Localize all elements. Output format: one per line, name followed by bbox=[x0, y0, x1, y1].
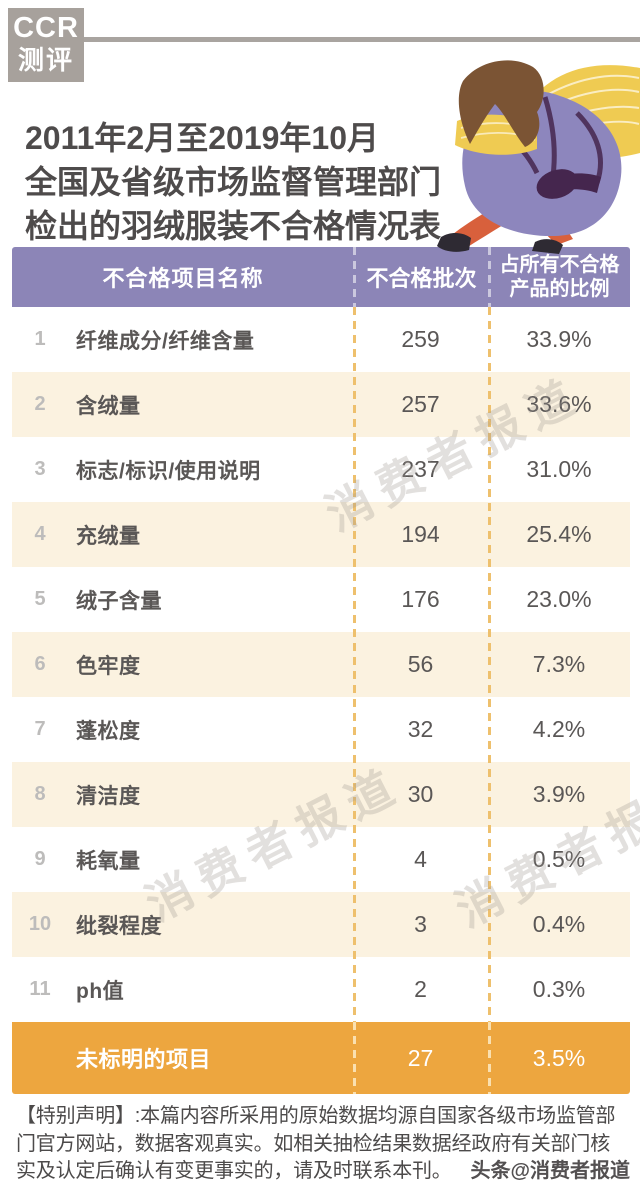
row-number: 4 bbox=[34, 523, 46, 545]
row-name: 蓬松度 bbox=[76, 719, 141, 743]
header-defect-item: 不合格项目名称 bbox=[102, 266, 264, 291]
row-batches: 237 bbox=[401, 456, 440, 482]
row-batches: 2 bbox=[414, 976, 427, 1002]
total-row-percent: 3.5% bbox=[532, 1044, 586, 1071]
row-percent: 0.4% bbox=[532, 911, 586, 937]
row-name: 耗氧量 bbox=[76, 849, 141, 873]
total-row-batches: 27 bbox=[407, 1044, 434, 1071]
ccr-logo-subtext: 测评 bbox=[17, 45, 74, 75]
title-line-1: 2011年2月至2019年10月 bbox=[25, 120, 380, 156]
row-name: 充绒量 bbox=[76, 524, 141, 548]
row-batches: 30 bbox=[407, 781, 434, 807]
row-percent: 3.9% bbox=[532, 781, 586, 807]
row-batches: 56 bbox=[407, 651, 434, 677]
defect-table: 不合格项目名称 不合格批次 占所有不合格 产品的比例 1 纤维成分/纤维含量 2… bbox=[12, 247, 630, 1094]
header-rule bbox=[84, 37, 640, 42]
total-row-label: 未标明的项目 bbox=[76, 1047, 212, 1072]
table-total-row: 未标明的项目 27 3.5% bbox=[12, 1022, 630, 1094]
table-row: 4 充绒量 194 25.4% bbox=[12, 502, 630, 567]
row-name: 纤维成分/纤维含量 bbox=[76, 329, 255, 353]
disclaimer-line-3: 实及认定后确认有变更事实的，请及时联系本刊。 bbox=[16, 1160, 452, 1182]
table-row: 8 清洁度 30 3.9% bbox=[12, 762, 630, 827]
page-title: 2011年2月至2019年10月 全国及省级市场监督管理部门 检出的羽绒服装不合… bbox=[25, 116, 441, 248]
row-batches: 194 bbox=[401, 521, 440, 547]
table-row: 1 纤维成分/纤维含量 259 33.9% bbox=[12, 307, 630, 372]
row-percent: 7.3% bbox=[532, 651, 586, 677]
table-row: 6 色牢度 56 7.3% bbox=[12, 632, 630, 697]
table-header-row: 不合格项目名称 不合格批次 占所有不合格 产品的比例 bbox=[12, 247, 630, 307]
row-percent: 31.0% bbox=[526, 456, 592, 482]
row-number: 9 bbox=[34, 848, 46, 870]
row-name: ph值 bbox=[76, 979, 125, 1003]
table-row: 2 含绒量 257 33.6% bbox=[12, 372, 630, 437]
row-number: 8 bbox=[34, 783, 46, 805]
ccr-logo: CCR 测评 bbox=[8, 8, 84, 82]
row-percent: 33.6% bbox=[526, 391, 592, 417]
column-separator-2 bbox=[488, 247, 491, 307]
row-percent: 23.0% bbox=[526, 586, 592, 612]
row-batches: 32 bbox=[407, 716, 434, 742]
column-separator-1 bbox=[353, 247, 356, 307]
row-batches: 4 bbox=[414, 846, 427, 872]
row-name: 色牢度 bbox=[76, 654, 141, 678]
row-number: 11 bbox=[29, 978, 51, 1000]
row-number: 6 bbox=[34, 653, 46, 675]
row-name: 含绒量 bbox=[76, 394, 141, 418]
title-line-2: 全国及省级市场监督管理部门 bbox=[25, 164, 442, 200]
table-row: 3 标志/标识/使用说明 237 31.0% bbox=[12, 437, 630, 502]
table-row: 11 ph值 2 0.3% bbox=[12, 957, 630, 1022]
column-separator-2 bbox=[488, 307, 491, 1022]
toutiao-credit: 头条@消费者报道 bbox=[470, 1160, 630, 1182]
down-jacket-figure-illustration bbox=[437, 60, 640, 254]
row-batches: 3 bbox=[414, 911, 427, 937]
row-percent: 0.5% bbox=[532, 846, 586, 872]
row-batches: 176 bbox=[401, 586, 440, 612]
disclaimer-line-1: 【特别声明】:本篇内容所采用的原始数据均源自国家各级市场监管部 bbox=[16, 1105, 616, 1127]
column-separator-1 bbox=[353, 1022, 356, 1094]
row-name: 标志/标识/使用说明 bbox=[76, 459, 261, 483]
row-percent: 4.2% bbox=[532, 716, 586, 742]
table-row: 7 蓬松度 32 4.2% bbox=[12, 697, 630, 762]
disclaimer-line-2: 门官方网站，数据客观真实。如相关抽检结果数据经政府有关部门核 bbox=[16, 1132, 610, 1155]
row-percent: 0.3% bbox=[532, 976, 586, 1002]
header-percentage: 占所有不合格 产品的比例 bbox=[499, 254, 620, 300]
title-line-3: 检出的羽绒服装不合格情况表 bbox=[25, 208, 442, 244]
row-percent: 25.4% bbox=[526, 521, 592, 547]
table-row: 5 绒子含量 176 23.0% bbox=[12, 567, 630, 632]
row-name: 绒子含量 bbox=[76, 589, 162, 613]
row-number: 2 bbox=[34, 393, 46, 415]
table-row: 10 纰裂程度 3 0.4% bbox=[12, 892, 630, 957]
row-number: 7 bbox=[34, 718, 46, 740]
ccr-logo-text: CCR bbox=[13, 12, 79, 44]
table-body: 1 纤维成分/纤维含量 259 33.9% 2 含绒量 257 33.6% 3 … bbox=[12, 307, 630, 1022]
disclaimer: 【特别声明】:本篇内容所采用的原始数据均源自国家各级市场监管部 门官方网站，数据… bbox=[16, 1103, 630, 1186]
row-number: 5 bbox=[34, 588, 46, 610]
row-batches: 259 bbox=[401, 326, 440, 352]
row-number: 3 bbox=[34, 458, 46, 480]
column-separator-1 bbox=[353, 307, 356, 1022]
row-number: 1 bbox=[34, 328, 46, 350]
row-name: 纰裂程度 bbox=[76, 914, 162, 938]
column-separator-2 bbox=[488, 1022, 491, 1094]
row-percent: 33.9% bbox=[526, 326, 592, 352]
row-number: 10 bbox=[28, 913, 52, 935]
header-batches: 不合格批次 bbox=[366, 266, 477, 291]
row-name: 清洁度 bbox=[76, 784, 141, 808]
table-row: 9 耗氧量 4 0.5% bbox=[12, 827, 630, 892]
row-batches: 257 bbox=[401, 391, 440, 417]
